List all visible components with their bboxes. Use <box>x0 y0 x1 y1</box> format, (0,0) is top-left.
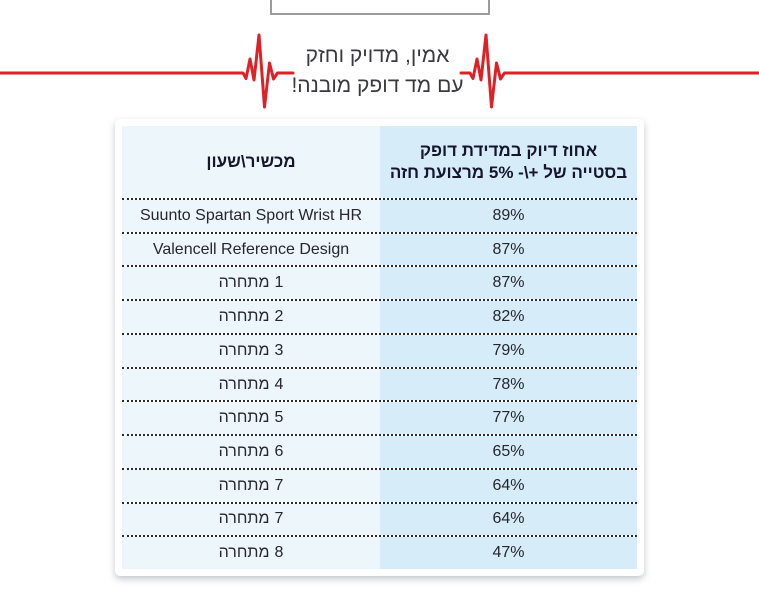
table-row: מתחרה 8 47% <box>122 535 637 570</box>
table-row: מתחרה 3 79% <box>122 332 637 367</box>
device-name: מתחרה <box>218 274 270 292</box>
table-row: Valencell Reference Design 87% <box>122 231 637 266</box>
header-accuracy-line2: בסטייה של +\- 5% מרצועת חזה <box>389 163 628 182</box>
accuracy-value: 89% <box>492 206 525 224</box>
accuracy-value: 79% <box>492 341 525 359</box>
table-row: מתחרה 4 78% <box>122 366 637 401</box>
accuracy-value-cell: 79% <box>380 334 637 367</box>
device-name: מתחרה <box>218 544 270 562</box>
accuracy-value-cell: 64% <box>380 503 637 536</box>
accuracy-value: 78% <box>492 375 525 393</box>
device-name: מתחרה <box>218 375 270 393</box>
accuracy-value: 77% <box>492 409 525 427</box>
device-name-cell: מתחרה 7 <box>122 503 380 536</box>
accuracy-value: 47% <box>492 544 525 562</box>
ekg-path-right <box>459 33 759 109</box>
accuracy-table-card: מכשיר\שעון אחוז דיוק במדידת דופק בסטייה … <box>115 119 644 576</box>
accuracy-value-cell: 64% <box>380 469 637 502</box>
device-name-cell: מתחרה 6 <box>122 436 380 468</box>
accuracy-value-cell: 77% <box>380 402 637 435</box>
device-name-cell: Valencell Reference Design <box>122 233 380 266</box>
device-name-cell: מתחרה 5 <box>122 402 380 435</box>
device-name: מתחרה <box>218 476 270 494</box>
table-row: מתחרה 1 87% <box>122 265 637 300</box>
accuracy-value: 65% <box>492 443 525 460</box>
device-number: 8 <box>274 544 284 562</box>
accuracy-value-cell: 87% <box>380 233 637 266</box>
device-number: 4 <box>274 375 284 393</box>
device-name-cell: מתחרה 4 <box>122 368 380 401</box>
device-number: 2 <box>274 308 284 326</box>
device-name-cell: מתחרה 1 <box>122 267 380 300</box>
device-name-cell: מתחרה 8 <box>122 537 380 570</box>
accuracy-value-cell: 78% <box>380 368 637 401</box>
header-device-column: מכשיר\שעון <box>122 126 380 198</box>
device-name: מתחרה <box>218 308 270 326</box>
device-name-cell: מתחרה 7 <box>122 469 380 502</box>
accuracy-value: 64% <box>492 510 525 528</box>
device-number: 7 <box>274 476 284 494</box>
device-name: מתחרה <box>218 409 270 427</box>
device-name: Valencell Reference Design <box>152 240 350 258</box>
table-row: מתחרה 6 65% <box>122 434 637 468</box>
accuracy-value: 87% <box>492 274 525 292</box>
device-name: מתחרה <box>218 510 270 528</box>
device-name-cell: מתחרה 2 <box>122 301 380 333</box>
header-accuracy-column: אחוז דיוק במדידת דופק בסטייה של +\- 5% מ… <box>380 126 637 198</box>
device-number: 3 <box>274 341 284 359</box>
accuracy-value: 64% <box>492 476 525 494</box>
device-number: 5 <box>274 409 284 427</box>
device-name-cell: Suunto Spartan Sport Wrist HR <box>122 200 380 232</box>
accuracy-value-cell: 82% <box>380 301 637 333</box>
device-name: Suunto Spartan Sport Wrist HR <box>139 206 363 224</box>
ekg-path-left <box>0 33 295 109</box>
device-number: 7 <box>274 510 284 528</box>
table-row: מתחרה 7 64% <box>122 467 637 502</box>
table-row: Suunto Spartan Sport Wrist HR 89% <box>122 198 637 232</box>
tagline-line1: אמין, מדויק וחזק <box>305 44 450 67</box>
tagline: אמין, מדויק וחזק עם מד דופק מובנה! <box>285 41 470 101</box>
cropped-top-box <box>270 0 490 15</box>
device-name-cell: מתחרה 3 <box>122 334 380 367</box>
accuracy-value-cell: 65% <box>380 436 637 468</box>
table-row: מתחרה 7 64% <box>122 501 637 536</box>
accuracy-value-cell: 89% <box>380 200 637 232</box>
accuracy-value-cell: 87% <box>380 267 637 300</box>
device-name: מתחרה <box>218 443 270 460</box>
accuracy-value-cell: 47% <box>380 537 637 570</box>
device-number: 6 <box>274 443 284 460</box>
accuracy-value: 87% <box>492 240 525 258</box>
heartbeat-ekg-line <box>0 33 759 109</box>
accuracy-value: 82% <box>492 308 525 326</box>
device-number: 1 <box>274 274 284 292</box>
accuracy-table: מכשיר\שעון אחוז דיוק במדידת דופק בסטייה … <box>122 126 637 570</box>
tagline-line2: עם מד דופק מובנה! <box>291 74 464 97</box>
table-row: מתחרה 5 77% <box>122 400 637 435</box>
device-name: מתחרה <box>218 341 270 359</box>
table-header-row: מכשיר\שעון אחוז דיוק במדידת דופק בסטייה … <box>122 126 637 198</box>
table-row: מתחרה 2 82% <box>122 299 637 333</box>
header-accuracy-line1: אחוז דיוק במדידת דופק <box>419 141 598 160</box>
